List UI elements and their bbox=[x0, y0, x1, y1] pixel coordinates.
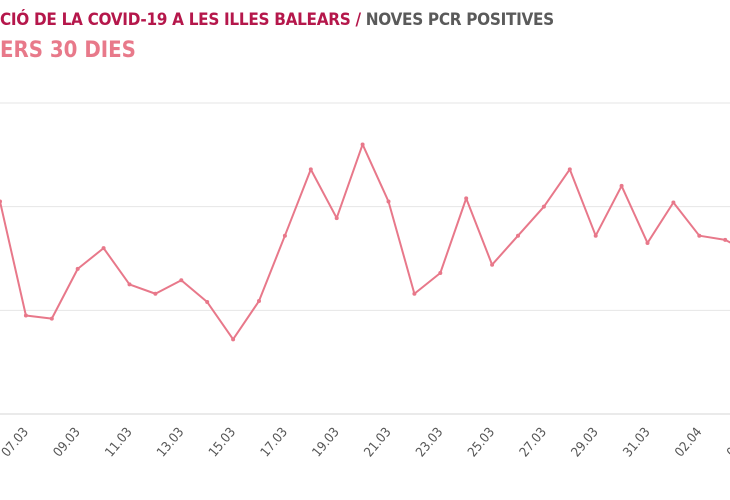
x-tick-label: 07.03 bbox=[0, 425, 32, 460]
title-main: CIÓ DE LA COVID-19 A LES ILLES BALEARS bbox=[0, 10, 351, 30]
data-point bbox=[541, 204, 546, 209]
chart-subtitle: ERS 30 DIES bbox=[0, 38, 136, 63]
x-tick-label: 27.03 bbox=[517, 425, 550, 460]
data-point bbox=[0, 199, 2, 204]
title-secondary: NOVES PCR POSITIVES bbox=[365, 10, 554, 30]
x-tick-label: 21.03 bbox=[362, 425, 395, 460]
data-point bbox=[386, 199, 391, 204]
x-tick-label: 15.03 bbox=[206, 425, 239, 460]
data-point bbox=[75, 266, 80, 271]
data-point bbox=[490, 262, 495, 267]
data-point bbox=[153, 291, 158, 296]
series-line bbox=[0, 143, 730, 341]
data-point bbox=[671, 200, 676, 205]
data-point bbox=[619, 183, 624, 188]
data-point bbox=[438, 271, 443, 276]
data-point bbox=[516, 233, 520, 238]
x-tick-label: 31.03 bbox=[621, 425, 654, 460]
x-tick-label: 04.04 bbox=[724, 425, 730, 460]
x-tick-label: 11.03 bbox=[103, 425, 136, 460]
data-point bbox=[308, 167, 313, 172]
x-tick-label: 29.03 bbox=[569, 425, 602, 460]
data-point bbox=[231, 337, 236, 342]
data-point bbox=[645, 240, 650, 245]
data-point bbox=[179, 278, 184, 283]
data-point bbox=[697, 233, 702, 238]
x-tick-label: 23.03 bbox=[413, 425, 446, 460]
x-tick-label: 02.04 bbox=[672, 425, 705, 460]
data-point bbox=[464, 196, 469, 201]
data-point bbox=[334, 216, 339, 221]
data-point bbox=[360, 142, 365, 147]
x-tick-label: 19.03 bbox=[310, 425, 343, 460]
data-point bbox=[412, 291, 417, 296]
title-separator: / bbox=[350, 10, 366, 30]
data-point bbox=[23, 313, 28, 318]
data-point bbox=[567, 167, 572, 172]
data-point bbox=[101, 246, 106, 251]
data-point bbox=[282, 233, 287, 238]
data-point bbox=[205, 300, 210, 305]
x-tick-label: 17.03 bbox=[258, 425, 291, 460]
data-point bbox=[127, 282, 132, 287]
data-point bbox=[49, 316, 54, 321]
data-point bbox=[257, 299, 261, 304]
x-tick-label: 25.03 bbox=[465, 425, 498, 460]
x-tick-label: 09.03 bbox=[51, 425, 84, 460]
chart-title: CIÓ DE LA COVID-19 A LES ILLES BALEARS /… bbox=[0, 10, 554, 30]
x-tick-label: 13.03 bbox=[154, 425, 187, 460]
data-point bbox=[593, 233, 598, 238]
data-point bbox=[723, 237, 728, 242]
